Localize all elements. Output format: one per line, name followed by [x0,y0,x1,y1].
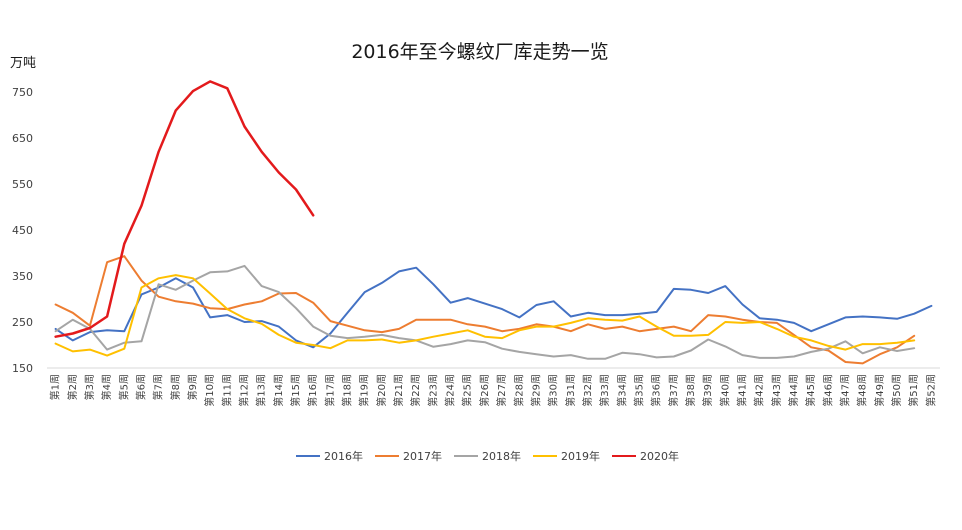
y-tick-label: 550 [12,178,33,191]
x-tick-label: 第27周 [495,374,508,407]
x-tick-label: 第19周 [358,374,371,407]
series-line-2017年 [54,255,916,365]
legend-label: 2020年 [640,449,679,463]
x-tick-label: 第1周 [49,374,62,400]
x-tick-label: 第4周 [100,374,113,400]
x-tick-label: 第46周 [821,374,834,407]
x-tick-label: 第17周 [323,374,336,407]
x-tick-label: 第20周 [375,374,388,407]
legend-label: 2019年 [561,449,600,463]
x-tick-label: 第43周 [770,374,783,407]
x-tick-label: 第47周 [839,374,852,407]
y-tick-label: 250 [12,316,33,329]
legend-label: 2016年 [324,449,363,463]
x-tick-label: 第40周 [718,374,731,407]
series-line-2016年 [54,266,933,349]
x-tick-label: 第38周 [684,374,697,407]
x-tick-label: 第48周 [856,374,869,407]
x-tick-label: 第39周 [701,374,714,407]
x-tick-label: 第52周 [924,374,937,407]
x-tick-label: 第11周 [220,374,233,407]
x-tick-label: 第26周 [478,374,491,407]
y-tick-label: 650 [12,132,33,145]
legend: 2016年 2017年 2018年 2019年 2020年 [296,449,679,463]
x-tick-label: 第3周 [83,374,96,400]
legend-label: 2017年 [403,449,442,463]
x-tick-label: 第29周 [529,374,542,407]
x-tick-label: 第6周 [134,374,147,400]
x-tick-label: 第44周 [787,374,800,407]
x-tick-label: 第10周 [203,374,216,407]
x-tick-label: 第21周 [392,374,405,407]
x-tick-label: 第23周 [426,374,439,407]
x-tick-label: 第13周 [255,374,268,407]
x-tick-label: 第31周 [564,374,577,407]
x-tick-label: 第34周 [615,374,628,407]
x-tick-label: 第28周 [512,374,525,407]
series-line-2018年 [54,264,916,360]
x-tick-label: 第51周 [907,374,920,407]
x-tick-label: 第18周 [341,374,354,407]
x-tick-label: 第35周 [632,374,645,407]
x-tick-label: 第2周 [66,374,79,400]
x-tick-label: 第45周 [804,374,817,407]
x-axis-ticks: 第1周 第2周 第3周 第4周 第5周 第6周 第7周 第8周 第9周 第10周 第11周 第12周第… [49,374,938,407]
series-line-2020年 [54,80,315,338]
x-tick-label: 第22周 [409,374,422,407]
x-tick-label: 第16周 [306,374,319,407]
series-line-2019年 [54,274,916,357]
y-axis-ticks: 150 250 350 450 550 650 750 [12,86,33,375]
x-tick-label: 第12周 [237,374,250,407]
legend-label: 2018年 [482,449,521,463]
y-tick-label: 350 [12,270,33,283]
x-tick-label: 第30周 [547,374,560,407]
x-tick-label: 第37周 [667,374,680,407]
x-tick-label: 第15周 [289,374,302,407]
x-tick-label: 第9周 [186,374,199,400]
y-tick-label: 450 [12,224,33,237]
chart-title: 2016年至今螺纹厂库走势一览 [351,41,608,63]
y-axis-unit-label: 万吨 [10,56,36,71]
y-tick-label: 750 [12,86,33,99]
x-tick-label: 第5周 [117,374,130,400]
x-tick-label: 第49周 [873,374,886,407]
x-tick-label: 第41周 [736,374,749,407]
x-tick-label: 第7周 [152,374,165,400]
x-tick-label: 第32周 [581,374,594,407]
x-tick-label: 第24周 [444,374,457,407]
x-tick-label: 第36周 [650,374,663,407]
series-lines [54,80,933,365]
x-tick-label: 第25周 [461,374,474,407]
x-tick-label: 第50周 [890,374,903,407]
x-tick-label: 第42周 [753,374,766,407]
x-tick-label: 第14周 [272,374,285,407]
x-tick-label: 第8周 [169,374,182,400]
y-tick-label: 150 [12,362,33,375]
x-tick-label: 第33周 [598,374,611,407]
